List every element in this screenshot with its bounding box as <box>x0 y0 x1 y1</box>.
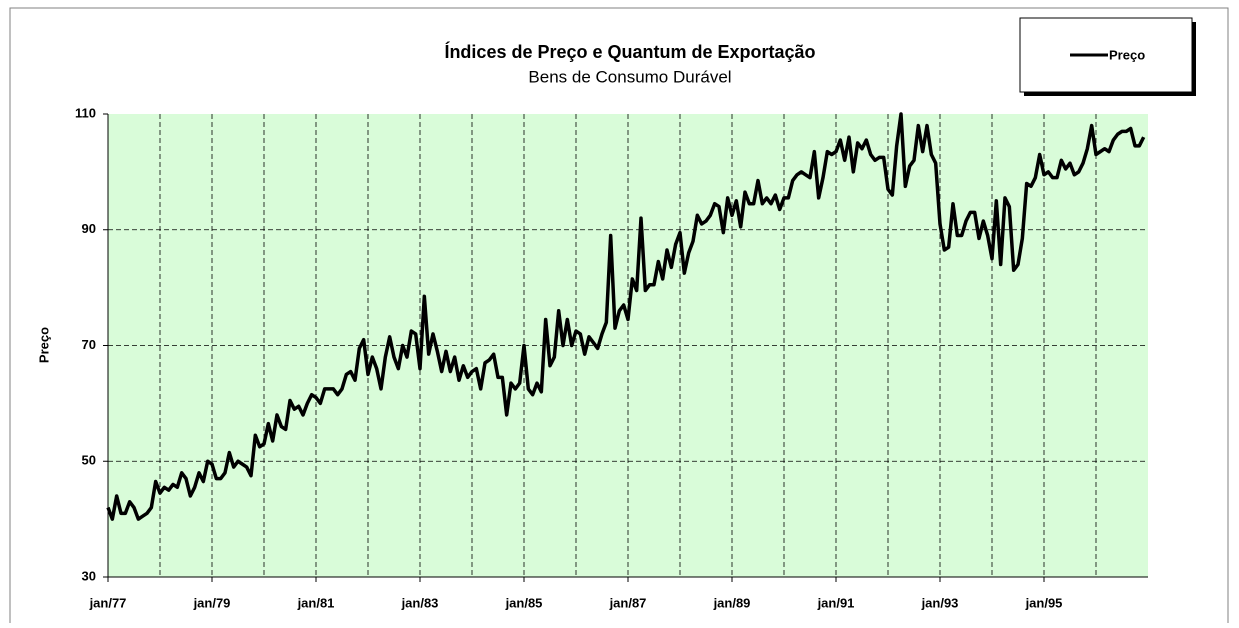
y-tick-label: 90 <box>82 221 96 236</box>
y-tick-label: 70 <box>82 337 96 352</box>
x-tick-label: jan/85 <box>505 595 543 610</box>
x-tick-label: jan/95 <box>1025 595 1063 610</box>
x-tick-label: jan/91 <box>817 595 855 610</box>
y-tick-label: 50 <box>82 453 96 468</box>
x-tick-label: jan/89 <box>713 595 751 610</box>
x-tick-label: jan/93 <box>921 595 959 610</box>
y-tick-label: 30 <box>82 568 96 583</box>
x-tick-label: jan/77 <box>89 595 127 610</box>
chart-title: Índices de Preço e Quantum de Exportação <box>444 41 815 62</box>
legend-label: Preço <box>1109 47 1145 62</box>
series-line <box>106 112 1146 521</box>
y-axis-label: Preço <box>36 327 51 363</box>
x-tick-label: jan/79 <box>193 595 231 610</box>
x-tick-label: jan/87 <box>609 595 647 610</box>
x-tick-label: jan/81 <box>297 595 335 610</box>
y-tick-label: 110 <box>75 105 96 120</box>
chart-subtitle: Bens de Consumo Durável <box>528 67 731 86</box>
x-tick-label: jan/83 <box>401 595 439 610</box>
